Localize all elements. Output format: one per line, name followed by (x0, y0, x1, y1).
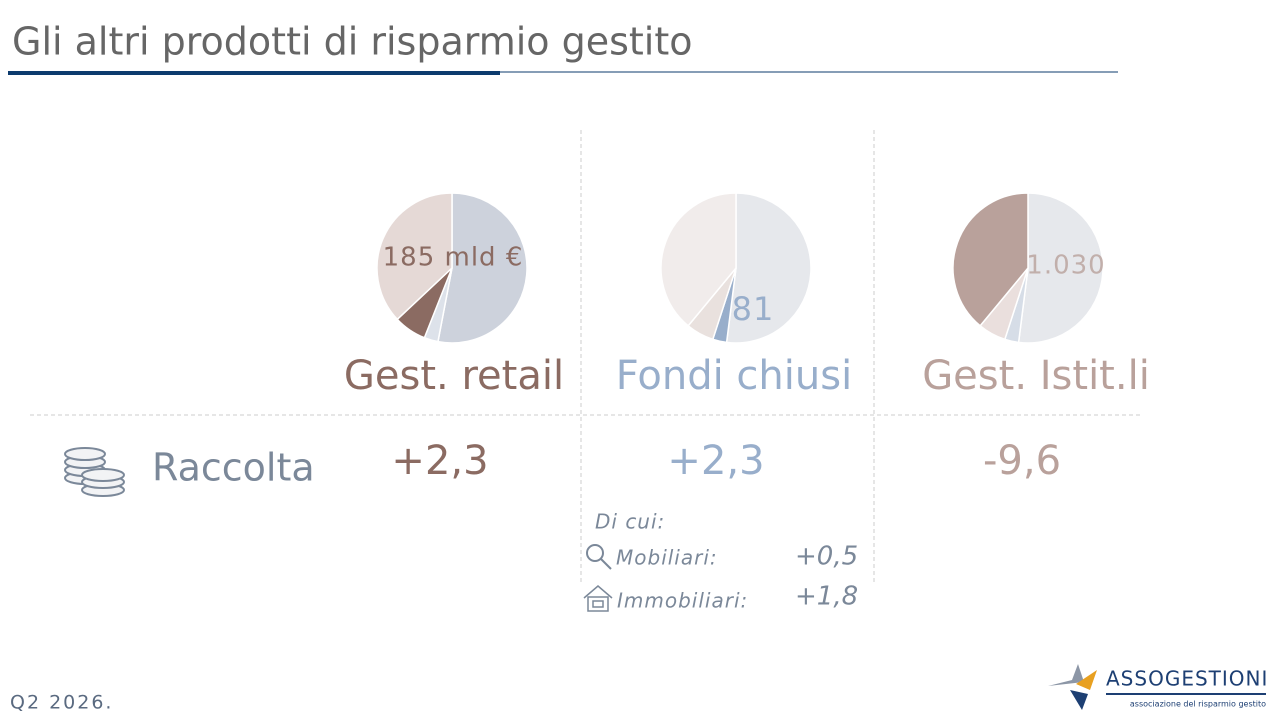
breakdown-label: Immobiliari: (617, 589, 748, 613)
pie-slice (725, 192, 812, 344)
breakdown-value: +0,5 (795, 542, 858, 572)
pie-title: Fondi chiusi (616, 353, 852, 399)
pie-title: Gest. Istit.li (922, 353, 1150, 399)
pie-slice (660, 192, 737, 327)
logo-subtitle: associazione del risparmio gestito (1130, 700, 1266, 709)
pie-center-label: 1.030 (1026, 251, 1105, 281)
raccolta-label: Raccolta (152, 446, 315, 490)
pie-slice (1017, 192, 1104, 344)
pie-slice (437, 192, 528, 344)
slide-title: Gli altri prodotti di risparmio gestito (12, 20, 693, 64)
raccolta-value: -9,6 (983, 438, 1061, 484)
pie-title: Gest. retail (344, 353, 564, 399)
logo-text: ASSOGESTIONI (1106, 667, 1268, 691)
pie-center-label: 81 (732, 290, 775, 328)
logo-mark (1048, 664, 1097, 710)
building-icon (583, 585, 613, 612)
search-icon (586, 544, 612, 570)
raccolta-value: +2,3 (667, 438, 764, 484)
raccolta-value: +2,3 (391, 438, 488, 484)
breakdown-label: Mobiliari: (616, 546, 718, 570)
breakdown-title: Di cui: (595, 510, 665, 534)
separators (30, 130, 1140, 585)
footer-date: Q2 2026. (10, 692, 113, 714)
pie-slice (952, 192, 1029, 327)
pie-center-label: 185 mld € (383, 243, 524, 273)
pie-slice (376, 192, 453, 321)
breakdown-value: +1,8 (795, 582, 858, 612)
coins-icon (64, 447, 125, 497)
